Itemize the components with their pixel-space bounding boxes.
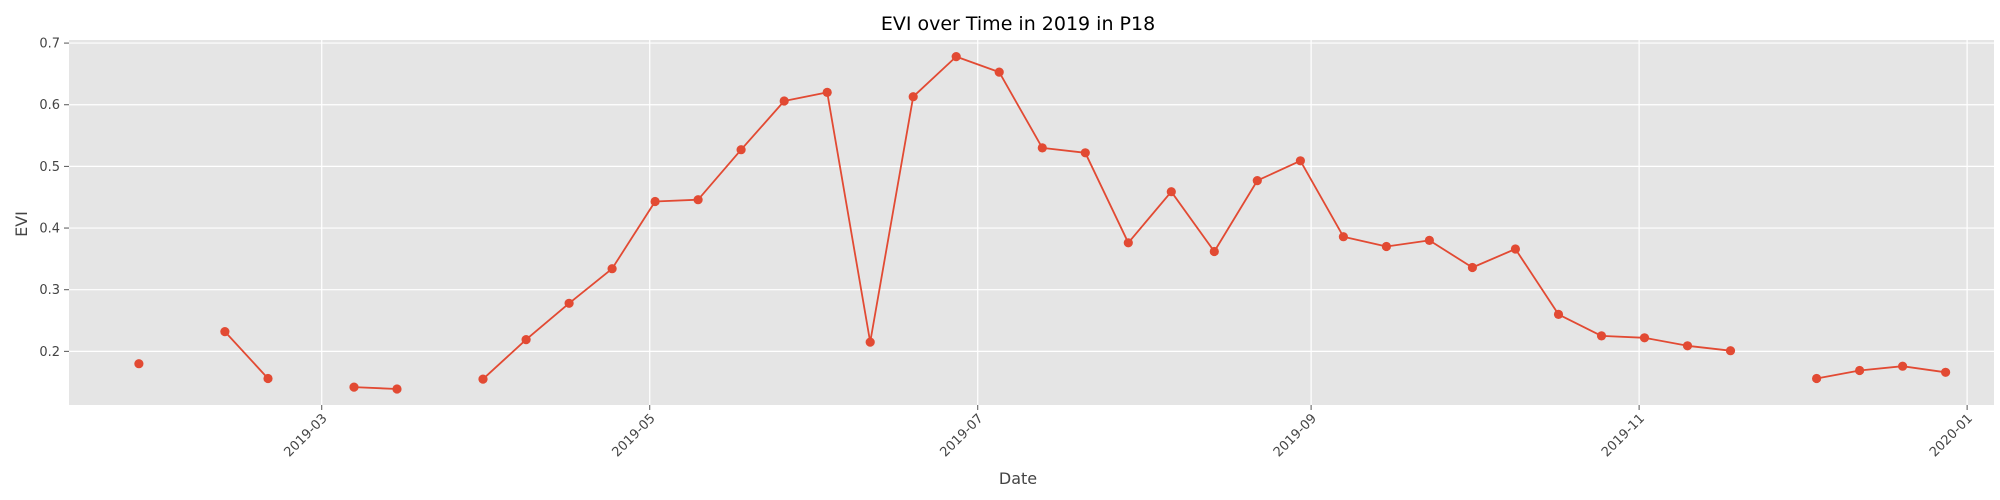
data-point	[478, 374, 488, 384]
data-point	[951, 52, 961, 62]
data-point	[220, 327, 230, 337]
data-point	[650, 196, 660, 207]
data-point	[263, 373, 273, 384]
y-axis-label: EVI	[12, 211, 31, 237]
data-point	[392, 384, 402, 394]
data-point	[1898, 361, 1908, 371]
data-point	[1424, 235, 1434, 245]
data-point	[1381, 241, 1391, 252]
data-point	[134, 359, 144, 369]
y-tick-label: 0.5	[39, 160, 60, 175]
data-point	[349, 382, 359, 392]
series-line	[482, 55, 1731, 380]
data-point	[564, 298, 574, 308]
x-axis-label: Date	[999, 469, 1037, 488]
series-line	[353, 386, 398, 390]
data-point	[1639, 333, 1650, 343]
data-point	[865, 337, 875, 347]
x-tick-label: 2020-01	[1927, 411, 1976, 460]
data-point	[1295, 156, 1305, 166]
data-point	[1209, 246, 1219, 257]
y-tick-label: 0.6	[39, 98, 60, 113]
data-point	[1553, 309, 1564, 319]
series-evi	[134, 52, 1951, 394]
data-point	[1467, 262, 1477, 273]
series-line	[224, 330, 269, 380]
y-tick-label: 0.3	[39, 283, 60, 298]
data-point	[994, 67, 1004, 77]
data-point	[1252, 176, 1262, 186]
x-tick-label: 2019-05	[610, 411, 659, 460]
plot-area	[69, 40, 1994, 405]
data-point	[1682, 341, 1693, 351]
chart-title: EVI over Time in 2019 in P18	[881, 13, 1155, 35]
data-point	[1855, 365, 1865, 376]
data-point	[693, 195, 703, 205]
data-point	[607, 264, 617, 274]
x-tick-label: 2019-03	[282, 411, 331, 460]
data-point	[1941, 367, 1951, 377]
data-point	[736, 145, 746, 155]
data-point	[1510, 244, 1520, 254]
data-point	[1123, 238, 1133, 248]
y-tick-label: 0.7	[39, 37, 60, 52]
data-point	[1338, 232, 1348, 242]
data-point	[1080, 148, 1090, 158]
x-tick-label: 2019-09	[1271, 411, 1320, 460]
data-point	[1037, 143, 1047, 153]
data-point	[908, 92, 918, 102]
data-point	[521, 335, 531, 345]
data-point	[1812, 373, 1822, 384]
y-tick-label: 0.4	[39, 222, 60, 237]
data-point	[822, 87, 832, 97]
y-tick-label: 0.2	[39, 345, 60, 360]
grid-lines	[69, 40, 1994, 405]
data-point	[1596, 331, 1607, 341]
x-tick-label: 2019-07	[938, 411, 987, 460]
data-point	[1725, 346, 1736, 356]
series-line	[1816, 365, 1946, 380]
data-point	[1166, 187, 1176, 197]
x-tick-label: 2019-11	[1599, 411, 1648, 460]
data-point	[779, 96, 789, 106]
